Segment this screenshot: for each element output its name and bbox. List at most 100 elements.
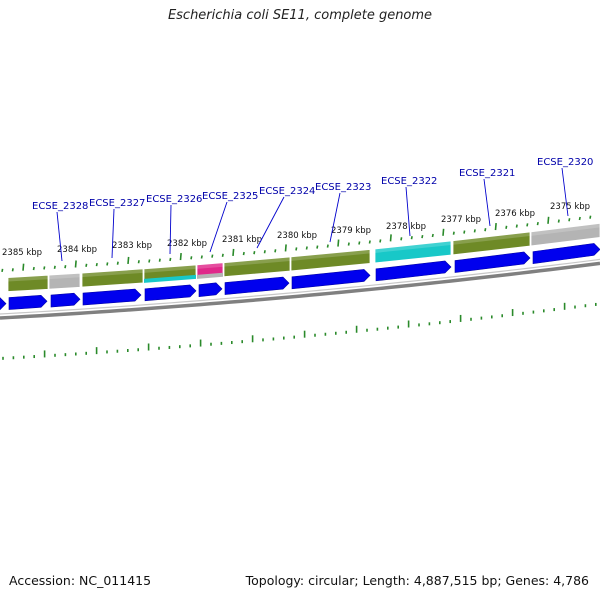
minor-tick bbox=[253, 251, 256, 255]
minor-tick bbox=[515, 224, 518, 228]
major-tick bbox=[179, 253, 182, 261]
major-tick bbox=[74, 260, 77, 268]
minor-tick bbox=[148, 259, 151, 263]
gene-label[interactable]: ECSE_2327 bbox=[89, 198, 145, 209]
outer-tick-track bbox=[1, 215, 592, 273]
minor-tick bbox=[358, 241, 361, 245]
gene-label[interactable]: ECSE_2323 bbox=[315, 182, 371, 193]
major-tick bbox=[547, 216, 550, 224]
gene-leader-line bbox=[169, 204, 172, 255]
kbp-label: 2380 kbp bbox=[277, 231, 317, 241]
major-tick bbox=[337, 239, 340, 247]
minor-tick bbox=[379, 239, 382, 243]
block-highlight bbox=[8, 275, 48, 282]
gene-label[interactable]: ECSE_2324 bbox=[259, 186, 315, 197]
block-highlight bbox=[49, 273, 80, 280]
annotation-subblock-cyan bbox=[144, 274, 196, 283]
topology-summary: Topology: circular; Length: 4,887,515 bp… bbox=[245, 573, 589, 588]
minor-tick bbox=[53, 265, 56, 269]
annotation-block-cyan[interactable] bbox=[374, 240, 452, 264]
gene-leader-line bbox=[56, 211, 63, 262]
annotation-block-grey[interactable] bbox=[530, 222, 600, 247]
annotation-block-olive[interactable] bbox=[81, 268, 144, 288]
major-tick bbox=[22, 263, 25, 271]
gene-leader-line bbox=[483, 178, 491, 227]
gene-label[interactable]: ECSE_2322 bbox=[381, 176, 437, 187]
block-highlight bbox=[224, 257, 290, 267]
gene-label[interactable]: ECSE_2320 bbox=[537, 157, 593, 168]
major-tick bbox=[232, 248, 235, 256]
minor-tick bbox=[211, 254, 214, 258]
block-highlight bbox=[375, 240, 451, 253]
minor-tick bbox=[274, 249, 277, 253]
annotation-block-olive[interactable] bbox=[7, 274, 49, 292]
annotation-track bbox=[7, 222, 600, 292]
major-tick bbox=[442, 228, 445, 236]
minor-tick bbox=[410, 236, 413, 240]
minor-tick bbox=[295, 247, 298, 251]
major-tick bbox=[494, 222, 497, 231]
gene-leader-line bbox=[561, 167, 569, 217]
kbp-scale-labels: 2385 kbp 2384 kbp 2383 kbp 2382 kbp 2381 kbp… bbox=[2, 202, 590, 258]
kbp-label: 2375 kbp bbox=[550, 202, 590, 212]
annotation-block-olive[interactable] bbox=[290, 248, 371, 272]
minor-tick bbox=[421, 234, 424, 239]
kbp-label: 2385 kbp bbox=[2, 248, 42, 258]
minor-tick bbox=[400, 237, 403, 241]
gene-leader-line bbox=[111, 208, 115, 259]
kbp-label: 2376 kbp bbox=[495, 209, 535, 219]
minor-tick bbox=[263, 250, 266, 254]
block-highlight bbox=[197, 262, 223, 269]
gene-arrow-forward[interactable] bbox=[375, 260, 452, 282]
kbp-label: 2379 kbp bbox=[331, 226, 371, 236]
minor-tick bbox=[347, 242, 350, 246]
minor-tick bbox=[85, 263, 88, 267]
gene-label[interactable]: ECSE_2328 bbox=[32, 201, 88, 212]
block-highlight bbox=[453, 231, 530, 245]
gene-arrow-forward[interactable] bbox=[82, 288, 142, 306]
kbp-label: 2384 kbp bbox=[57, 245, 97, 255]
minor-tick bbox=[505, 225, 508, 229]
minor-tick bbox=[221, 253, 224, 257]
kbp-label: 2381 kbp bbox=[222, 235, 262, 245]
annotation-block-olive[interactable] bbox=[223, 256, 291, 278]
gene-arrow-forward[interactable] bbox=[8, 294, 48, 310]
minor-tick bbox=[452, 231, 455, 235]
gene-arrow-forward[interactable] bbox=[454, 251, 531, 273]
gene-leader-line bbox=[405, 186, 411, 237]
minor-tick bbox=[484, 228, 487, 232]
gene-leader-line bbox=[209, 201, 228, 253]
genome-title: Escherichia coli SE11, complete genome bbox=[167, 8, 433, 23]
backbone-outer-line bbox=[0, 261, 600, 320]
minor-tick bbox=[169, 257, 172, 262]
gene-arrow-forward[interactable] bbox=[532, 243, 600, 264]
gene-arrow-forward[interactable] bbox=[291, 269, 371, 290]
accession-label: Accession: NC_011415 bbox=[9, 573, 152, 588]
gene-arrow-forward[interactable] bbox=[224, 276, 290, 295]
block-highlight bbox=[144, 264, 196, 273]
inner-tick-track bbox=[2, 302, 597, 360]
kbp-label: 2383 kbp bbox=[112, 241, 152, 251]
annotation-block-olive[interactable] bbox=[452, 231, 531, 256]
gene-arrow-forward[interactable] bbox=[198, 282, 223, 298]
minor-tick bbox=[473, 229, 476, 233]
gene-label[interactable]: ECSE_2325 bbox=[202, 191, 258, 202]
minor-tick bbox=[242, 251, 245, 256]
annotation-subblock-grey bbox=[197, 272, 223, 279]
gene-arrow-forward[interactable] bbox=[144, 284, 197, 302]
gene-arrow-forward[interactable] bbox=[50, 292, 81, 308]
minor-tick bbox=[43, 266, 46, 270]
minor-tick bbox=[1, 268, 4, 273]
gene-label[interactable]: ECSE_2326 bbox=[146, 194, 202, 205]
minor-tick bbox=[526, 223, 529, 227]
minor-tick bbox=[536, 221, 539, 226]
kbp-label: 2378 kbp bbox=[386, 222, 426, 232]
annotation-block-grey[interactable] bbox=[48, 272, 81, 290]
gene-arrow-forward[interactable] bbox=[0, 297, 7, 311]
minor-tick bbox=[305, 246, 308, 250]
gene-label[interactable]: ECSE_2321 bbox=[459, 168, 515, 179]
minor-tick bbox=[158, 258, 161, 262]
major-tick bbox=[284, 244, 287, 252]
